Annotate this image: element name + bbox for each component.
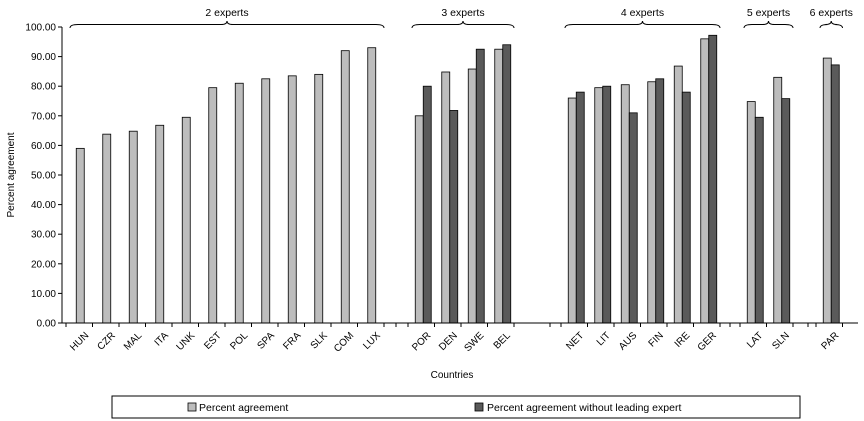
group-brace-6-experts [819, 20, 843, 29]
bar-por-percent-agreement [414, 115, 424, 324]
x-tick-label-lux: LUX [361, 330, 383, 352]
x-tick-label-mal: MAL [122, 330, 145, 353]
bar-lux-percent-agreement [367, 47, 377, 324]
x-tick-label-par: PAR [820, 330, 842, 352]
x-tick-label-com: COM [332, 330, 356, 354]
bar-par-percent-agreement [822, 57, 832, 324]
x-tick-label-ger: GER [696, 330, 719, 353]
bar-sln-without-leading [781, 98, 791, 324]
y-tick-label: 70.00 [31, 111, 56, 122]
x-tick-label-fra: FRA [281, 330, 303, 352]
bar-aus-percent-agreement [620, 84, 630, 324]
group-braces: 2 experts 3 experts 4 experts 5 experts 6 ex… [69, 7, 853, 29]
x-tick-label-lit: LIT [595, 330, 613, 348]
group-label-2-experts: 2 experts [205, 7, 248, 19]
y-tick-label: 40.00 [31, 200, 56, 211]
bar-ger-without-leading [708, 34, 718, 324]
bar-ire-without-leading [681, 91, 691, 324]
y-tick-label: 30.00 [31, 230, 56, 241]
legend: Percent agreement Percent agreement with… [111, 395, 801, 419]
bar-unk-percent-agreement [181, 116, 191, 324]
bar-swe-without-leading [475, 48, 485, 324]
y-axis: 0.00 10.00 20.00 30.00 40.00 50.00 60.00 70.00 8… [25, 23, 63, 330]
x-tick-label-czr: CZR [96, 330, 118, 352]
y-tick-label: 90.00 [31, 52, 56, 63]
bar-swe-percent-agreement [467, 68, 477, 324]
bar-fin-without-leading [655, 78, 665, 324]
y-tick-label: 80.00 [31, 82, 56, 93]
group-brace-5-experts [743, 20, 794, 29]
x-tick-label-swe: SWE [462, 330, 486, 354]
x-axis-label: Countries [431, 370, 474, 381]
y-axis-label: Percent agreement [6, 132, 17, 217]
group-label-6-experts: 6 experts [810, 7, 853, 19]
y-tick-label: 0.00 [37, 319, 57, 330]
bar-por-without-leading [422, 85, 432, 324]
x-tick-label-slk: SLK [309, 330, 330, 351]
bar-mal-percent-agreement [128, 130, 138, 324]
bar-lit-without-leading [602, 85, 612, 324]
bar-fin-percent-agreement [647, 81, 657, 324]
bar-den-percent-agreement [441, 71, 451, 324]
x-tick-label-est: EST [202, 330, 224, 352]
bar-fra-percent-agreement [287, 75, 297, 324]
legend-swatch-percent-agreement [187, 402, 197, 412]
legend-label-without-leading-expert: Percent agreement without leading expert [487, 402, 681, 414]
bar-lat-percent-agreement [746, 101, 756, 324]
x-tick-label-den: DEN [437, 330, 460, 353]
x-tick-label-bel: BEL [492, 330, 513, 351]
x-tick-label-por: POR [410, 330, 433, 353]
y-tick-label: 100.00 [25, 23, 56, 34]
x-tick-label-sln: SLN [770, 330, 792, 352]
x-tick-label-pol: POL [228, 330, 250, 352]
bar-lat-without-leading [754, 116, 764, 324]
bar-bel-without-leading [502, 44, 512, 324]
bar-lit-percent-agreement [594, 87, 604, 324]
x-tick-label-ire: IRE [673, 330, 693, 350]
bars [75, 34, 840, 324]
bar-czr-percent-agreement [102, 133, 112, 324]
x-tick-label-spa: SPA [255, 330, 277, 352]
bar-bel-percent-agreement [494, 48, 504, 324]
group-brace-4-experts [564, 20, 721, 29]
bar-den-without-leading [449, 110, 459, 324]
group-brace-2-experts [69, 20, 385, 29]
x-tick-label-net: NET [564, 330, 586, 352]
legend-label-percent-agreement: Percent agreement [199, 402, 288, 414]
x-tick-label-fin: FIN [647, 330, 666, 349]
y-tick-label: 20.00 [31, 259, 56, 270]
y-tick-label: 60.00 [31, 141, 56, 152]
bar-ire-percent-agreement [673, 65, 683, 324]
group-label-4-experts: 4 experts [621, 7, 664, 19]
x-tick-label-lat: LAT [745, 330, 765, 350]
bar-net-without-leading [575, 91, 585, 324]
bar-net-percent-agreement [567, 97, 577, 324]
group-label-5-experts: 5 experts [747, 7, 790, 19]
bar-est-percent-agreement [208, 87, 218, 324]
bar-spa-percent-agreement [261, 78, 271, 324]
bar-pol-percent-agreement [234, 82, 244, 324]
bar-aus-without-leading [628, 112, 638, 324]
y-tick-label: 50.00 [31, 171, 56, 182]
bar-hun-percent-agreement [75, 147, 85, 324]
legend-swatch-without-leading-expert [474, 402, 484, 412]
group-label-3-experts: 3 experts [441, 7, 484, 19]
bar-par-without-leading [830, 64, 840, 324]
bar-ita-percent-agreement [155, 124, 165, 324]
legend-box [111, 395, 801, 419]
bar-slk-percent-agreement [314, 73, 324, 324]
x-axis: HUN CZR MAL ITA UNK EST POL SPA FRA SLK COM LUX POR D… [62, 322, 858, 355]
y-tick-label: 10.00 [31, 289, 56, 300]
x-tick-label-unk: UNK [175, 330, 198, 353]
x-tick-label-aus: AUS [617, 330, 640, 353]
bar-com-percent-agreement [340, 50, 350, 324]
x-tick-label-ita: ITA [153, 330, 171, 348]
group-brace-3-experts [411, 20, 515, 29]
bar-ger-percent-agreement [700, 38, 710, 324]
bar-sln-percent-agreement [773, 76, 783, 324]
x-tick-label-hun: HUN [68, 330, 91, 353]
